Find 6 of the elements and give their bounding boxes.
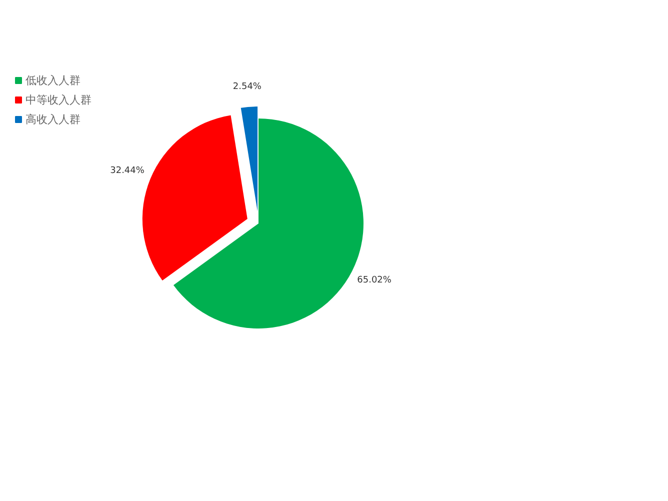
- data-label: 2.54%: [232, 82, 262, 92]
- legend-label: 低收入人群: [26, 74, 80, 87]
- legend-label: 中等收入人群: [26, 94, 92, 106]
- data-label: 32.44%: [110, 166, 145, 176]
- legend-label: 高收入人群: [26, 113, 80, 126]
- data-label: 65.02%: [357, 275, 392, 286]
